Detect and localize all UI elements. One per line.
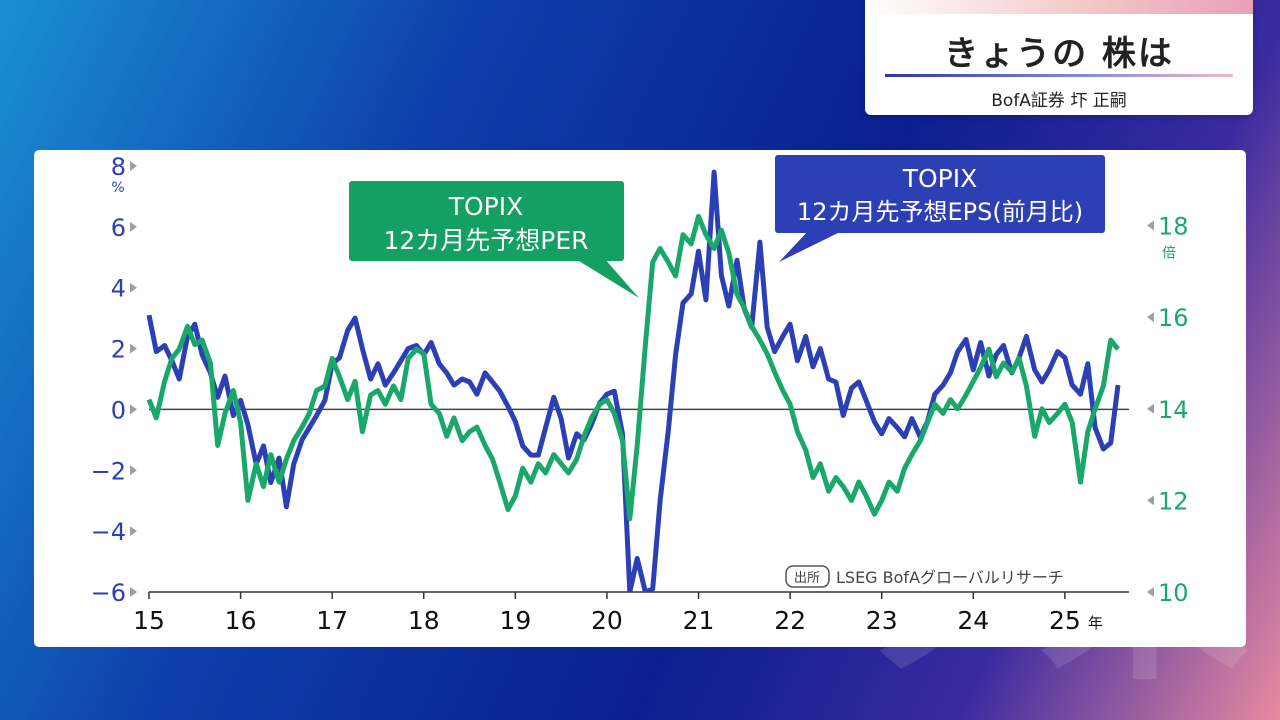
source-badge-label: 出所 <box>794 571 820 586</box>
per-callout-line1: TOPIX <box>448 192 524 221</box>
title-card-accent-bar <box>865 0 1253 14</box>
left-tick-label: 0 <box>111 396 126 424</box>
left-tick-label: 6 <box>111 214 126 242</box>
source-text: LSEG BofAグローバルリサーチ <box>836 568 1064 587</box>
left-tick-marker <box>130 221 137 232</box>
eps-callout-box <box>775 155 1105 233</box>
source-badge <box>785 565 830 588</box>
chart-svg: 15 16 17 18 19 20 21 22 23 24 25 年86420−2−4−6%18161… <box>91 153 1189 635</box>
left-tick-label: −6 <box>91 579 126 607</box>
left-tick-label: −2 <box>91 457 126 485</box>
title-card: きょうの 株は BofA証券 圷 正嗣 <box>865 0 1253 115</box>
series-line-eps <box>146 169 1121 592</box>
per-callout-line2: 12カ月先予想PER <box>383 226 588 255</box>
right-tick-marker <box>1147 587 1154 597</box>
right-tick-marker <box>1147 220 1154 231</box>
per-callout-box <box>349 181 624 261</box>
x-tick-label: 22 <box>774 606 806 635</box>
page-subtitle: BofA証券 圷 正嗣 <box>991 91 1127 111</box>
x-tick-label: 15 <box>133 606 165 635</box>
chart-panel: 15 16 17 18 19 20 21 22 23 24 25 年 8 6 4 2 0 −2 −4 −6% 18 16 1… <box>34 150 1246 647</box>
left-tick-marker <box>130 526 137 537</box>
x-tick-label: 19 <box>499 606 531 635</box>
right-tick-marker <box>1147 495 1154 506</box>
left-tick-marker <box>130 587 137 597</box>
x-axis-unit: 年 <box>1088 614 1103 632</box>
x-tick-label: 24 <box>957 606 989 635</box>
left-tick-label: 8 <box>111 153 126 181</box>
left-tick-label: 4 <box>111 275 126 303</box>
right-tick-marker <box>1147 403 1154 414</box>
right-axis-unit: 倍 <box>1162 246 1176 262</box>
eps-callout-pointer <box>779 230 844 262</box>
left-tick-label: 2 <box>111 336 126 364</box>
page-title: きょうの 株は <box>944 34 1174 74</box>
right-tick-label: 18 <box>1158 213 1189 241</box>
left-tick-marker <box>130 404 137 415</box>
left-tick-label: −4 <box>91 518 126 546</box>
right-tick-label: 14 <box>1158 396 1189 424</box>
per-callout-pointer <box>574 258 639 298</box>
x-tick-label: 18 <box>408 606 440 635</box>
left-tick-marker <box>130 343 137 354</box>
x-tick-label: 17 <box>316 606 348 635</box>
right-tick-label: 12 <box>1158 487 1189 515</box>
left-tick-marker <box>130 465 137 476</box>
eps-callout-line2: 12カ月先予想EPS(前月比) <box>797 198 1083 226</box>
right-tick-label: 16 <box>1158 304 1189 332</box>
right-tick-label: 10 <box>1158 579 1189 607</box>
left-axis-unit: % <box>111 180 124 196</box>
title-underline <box>885 74 1233 77</box>
right-tick-marker <box>1147 312 1154 323</box>
x-tick-label: 21 <box>683 606 715 635</box>
x-tick-label: 16 <box>225 606 257 635</box>
left-tick-marker <box>130 282 137 293</box>
eps-callout-line1: TOPIX <box>902 164 978 193</box>
left-tick-marker <box>130 161 137 171</box>
x-tick-label: 23 <box>866 606 898 635</box>
x-tick-label: 25 <box>1049 606 1081 635</box>
x-tick-label: 20 <box>591 606 623 635</box>
series-line-per <box>146 213 1120 522</box>
